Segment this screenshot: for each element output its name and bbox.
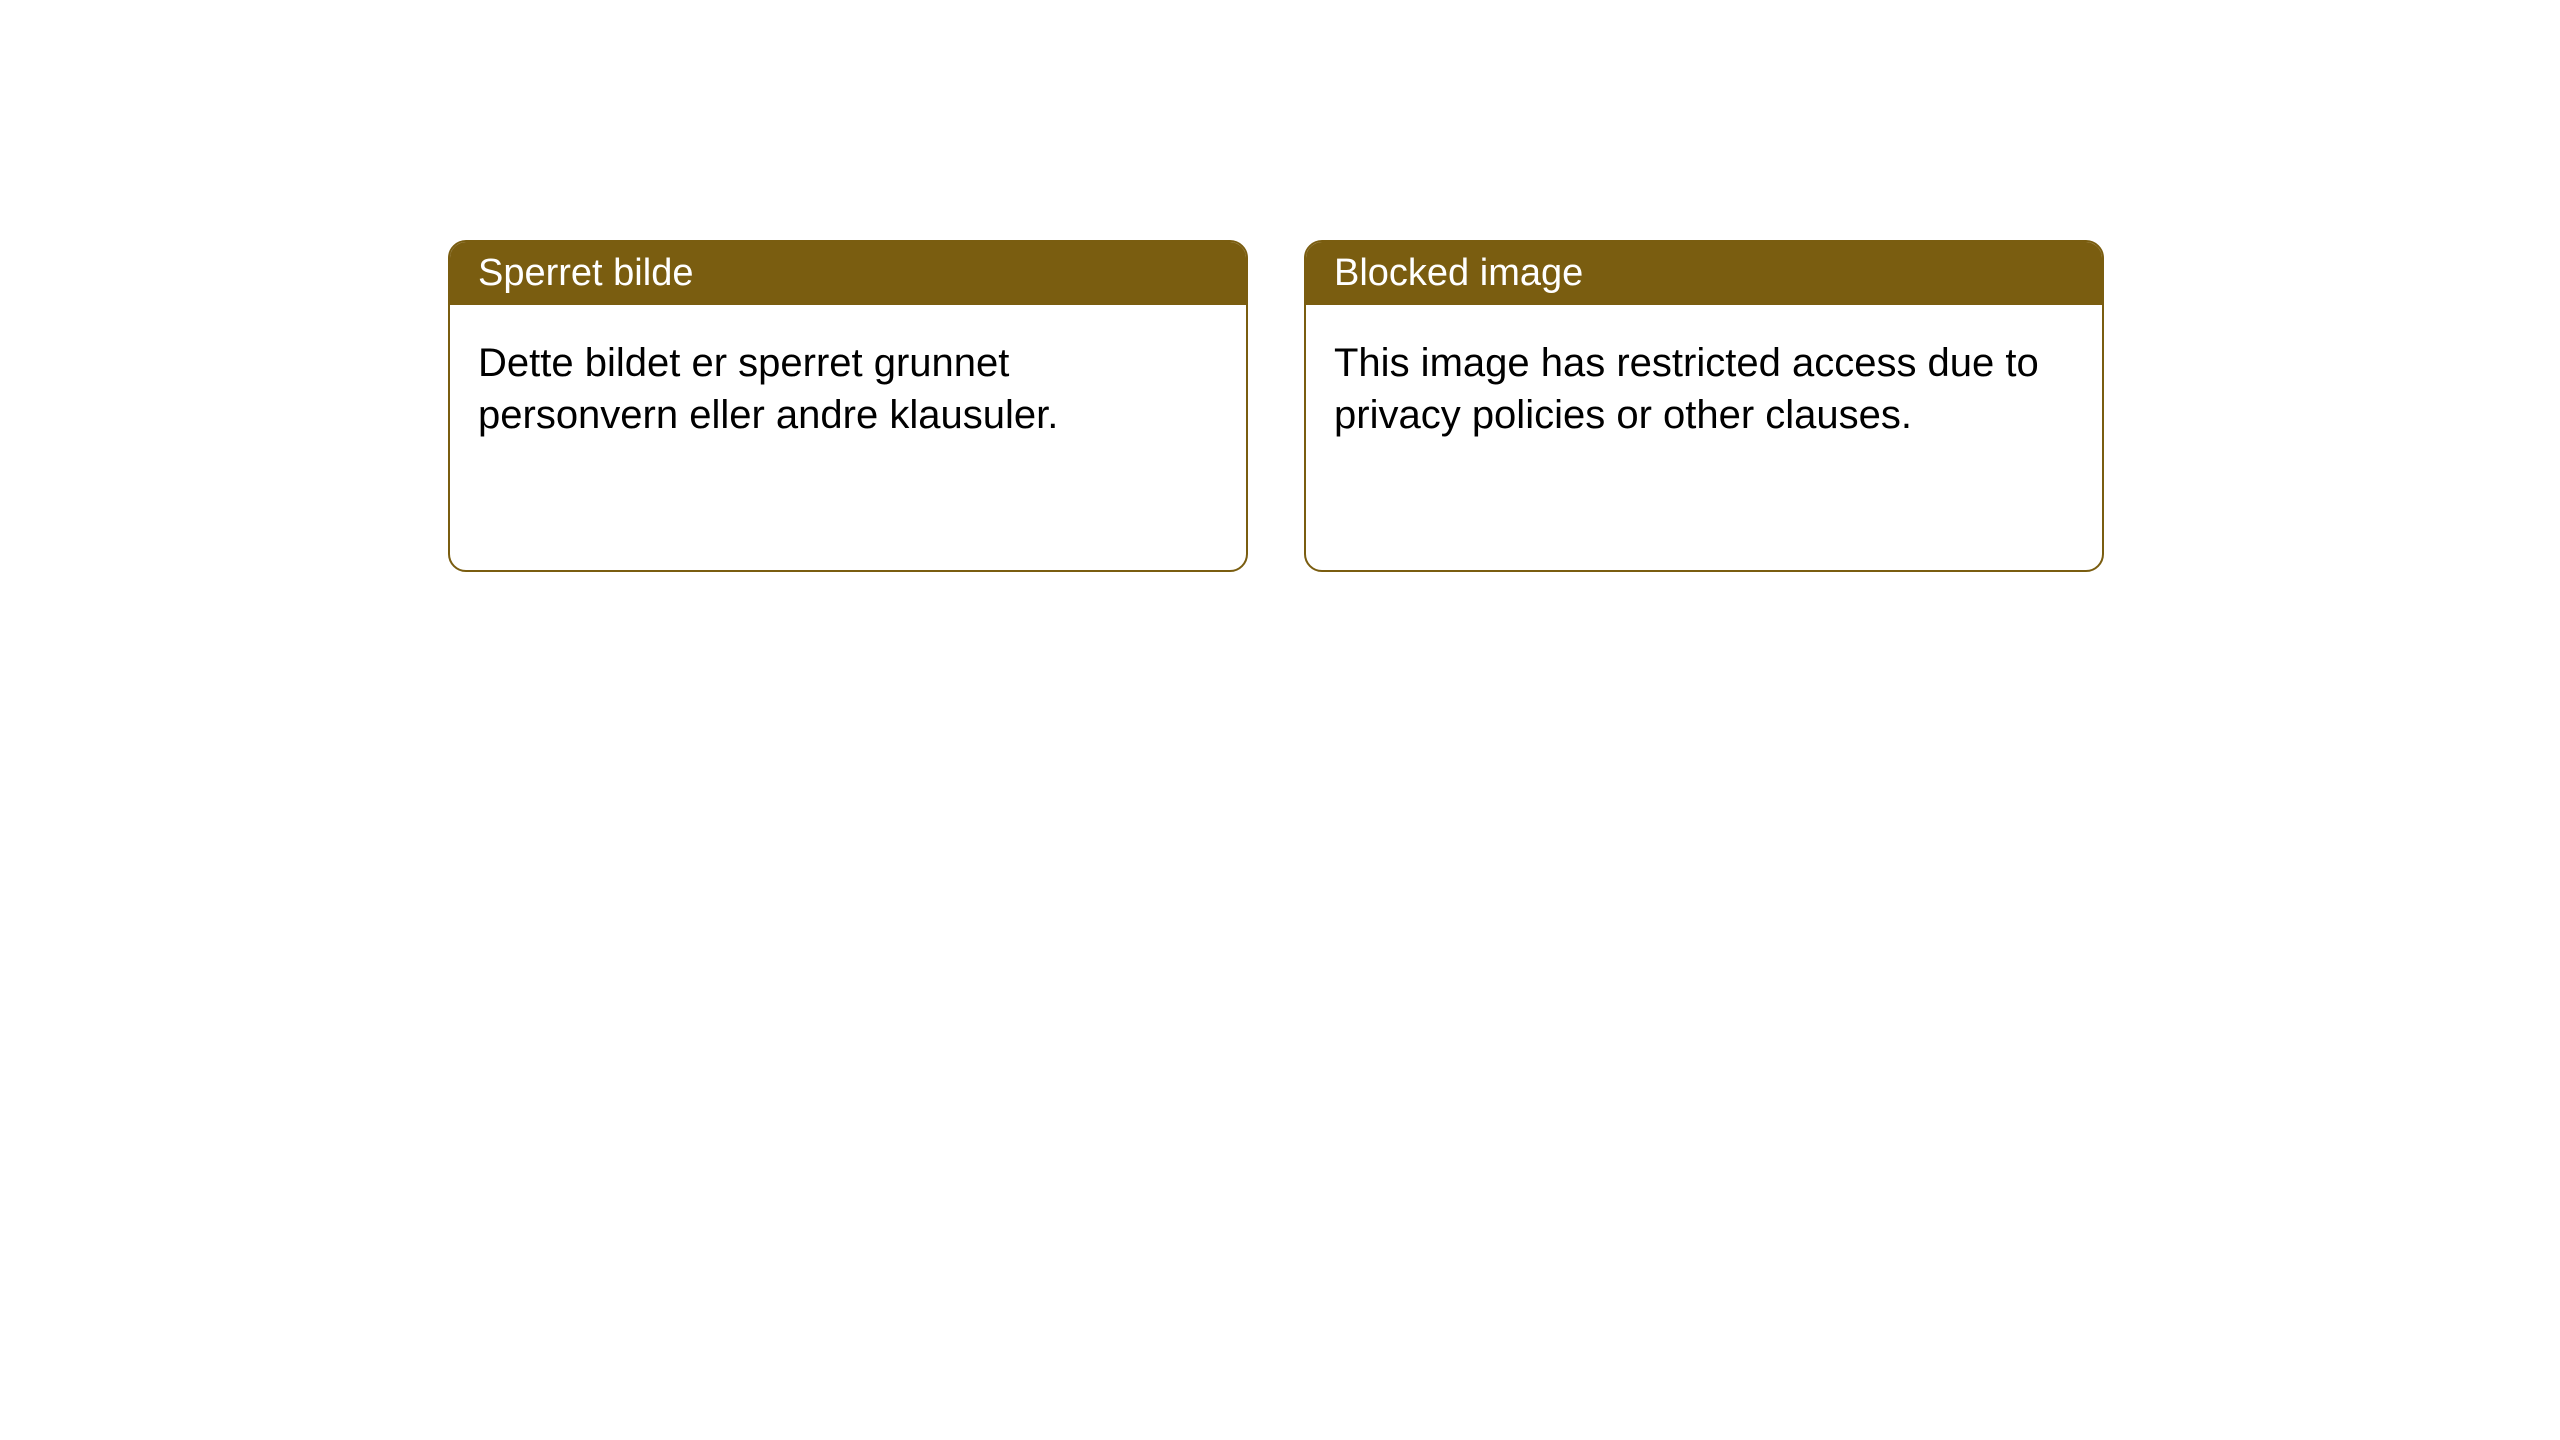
panel-body: This image has restricted access due to …	[1306, 305, 2102, 473]
panel-body: Dette bildet er sperret grunnet personve…	[450, 305, 1246, 473]
panel-body-text: This image has restricted access due to …	[1334, 341, 2039, 437]
panel-header: Blocked image	[1306, 242, 2102, 305]
panel-header: Sperret bilde	[450, 242, 1246, 305]
panel-header-text: Sperret bilde	[478, 252, 693, 294]
notice-panels-container: Sperret bilde Dette bildet er sperret gr…	[448, 240, 2104, 572]
notice-panel-norwegian: Sperret bilde Dette bildet er sperret gr…	[448, 240, 1248, 572]
notice-panel-english: Blocked image This image has restricted …	[1304, 240, 2104, 572]
panel-body-text: Dette bildet er sperret grunnet personve…	[478, 341, 1058, 437]
panel-header-text: Blocked image	[1334, 252, 1583, 294]
